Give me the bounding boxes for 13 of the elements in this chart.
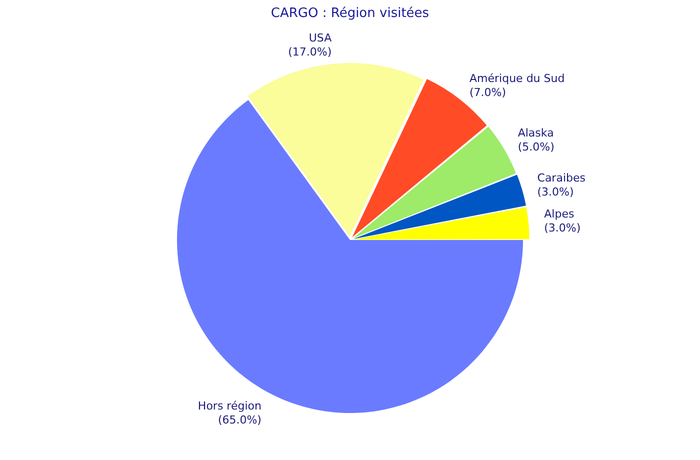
data-label: (5.0%) [518,140,554,154]
chart-title: CARGO : Région visitées [270,6,430,21]
slice-label: USA [308,32,332,45]
data-label: (3.0%) [544,222,581,235]
slice-label: Amérique du Sud [470,72,565,85]
slice-label: Alpes [544,208,574,221]
data-label: (7.0%) [470,86,506,99]
slice-label: Hors région [198,400,262,413]
data-label: (3.0%) [537,185,574,198]
slice-label: Caraibes [537,171,586,184]
data-label: (65.0%) [218,414,262,427]
data-label: (17.0%) [288,46,332,59]
slice-label: Alaska [518,126,554,140]
